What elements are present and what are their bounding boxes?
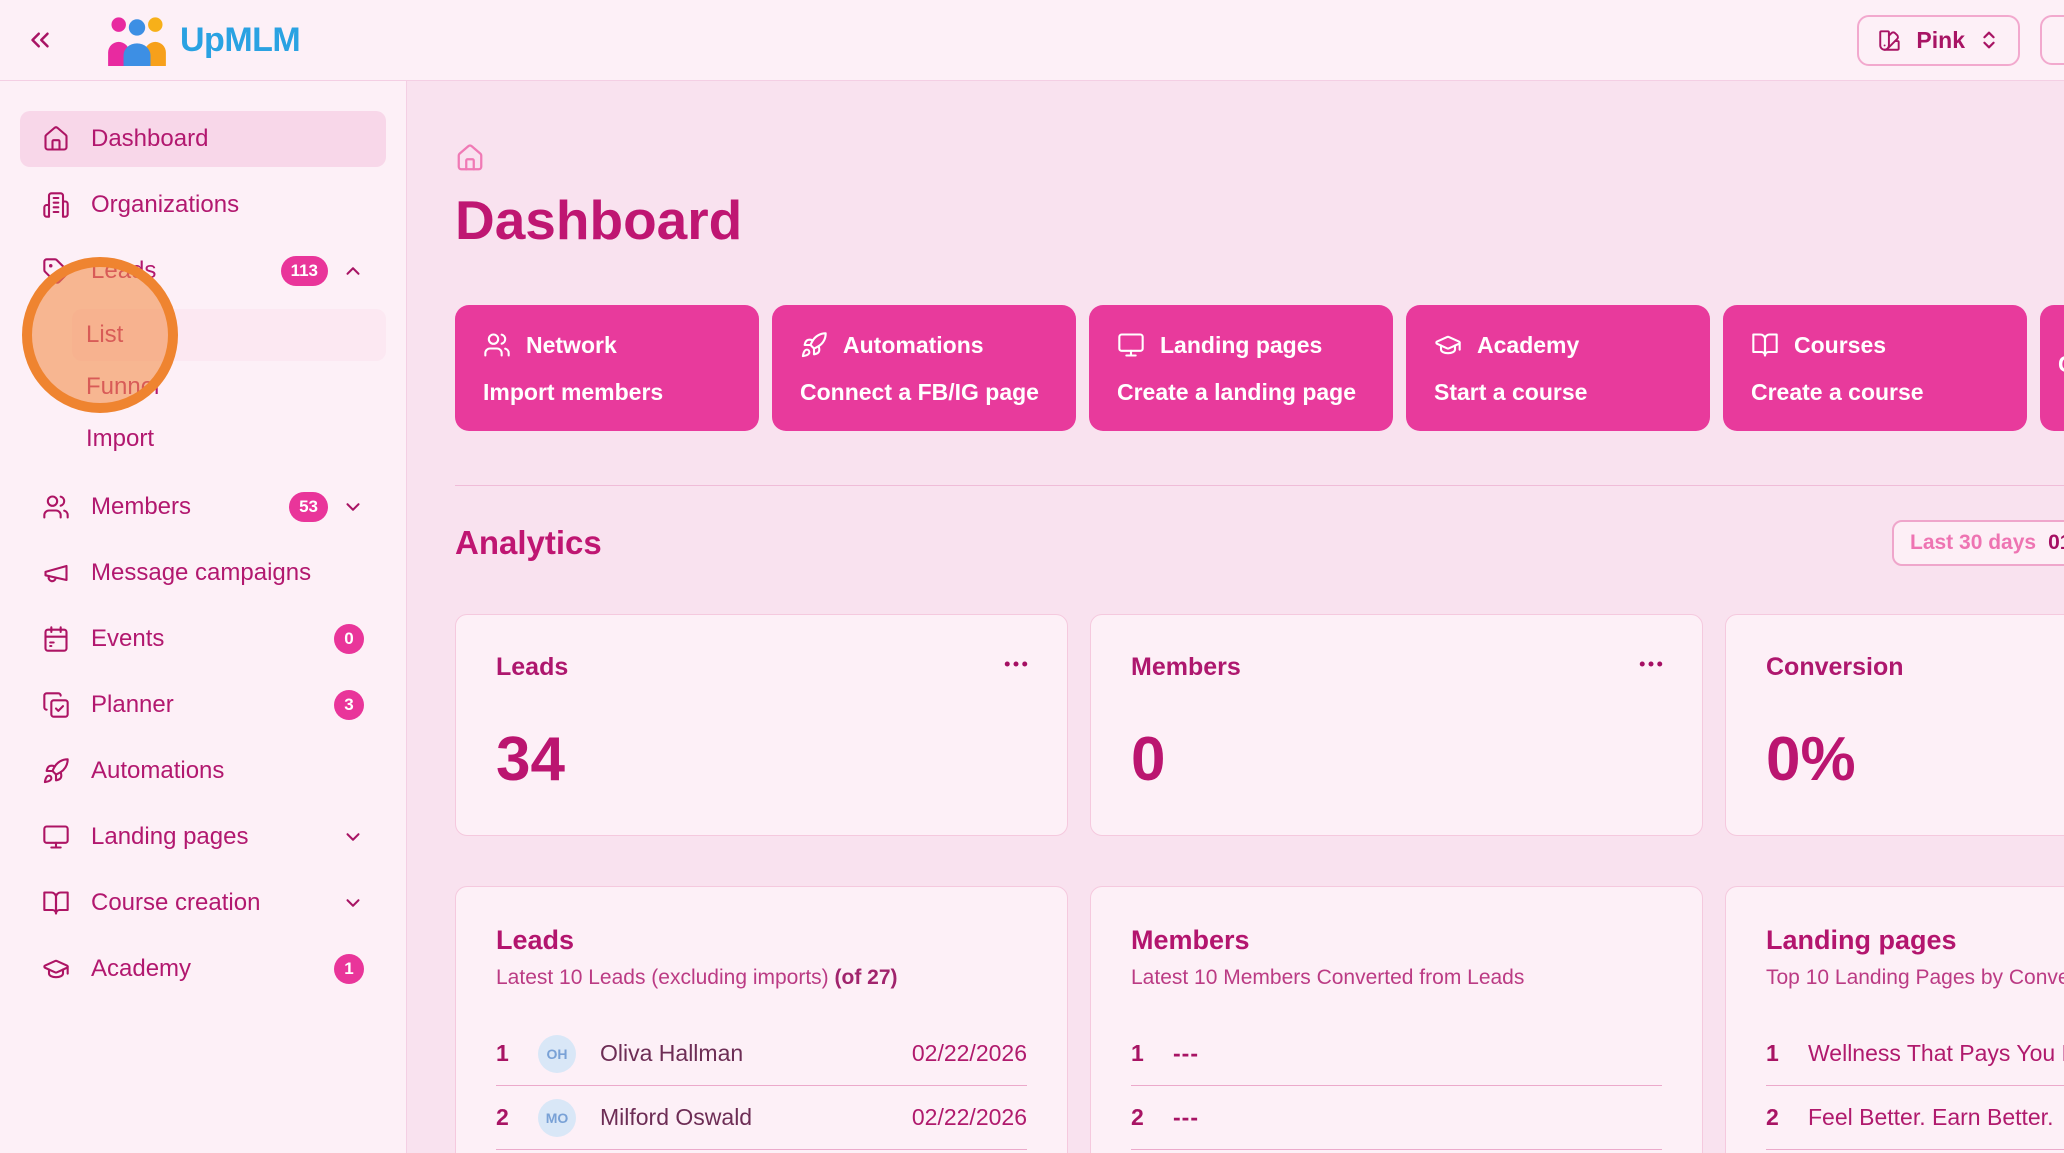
sidebar-item-course-creation[interactable]: Course creation	[20, 875, 386, 931]
calendar-icon	[42, 625, 70, 653]
rocket-icon	[800, 331, 828, 359]
users-icon	[42, 493, 70, 521]
graduation-cap-icon	[1434, 331, 1462, 359]
avatar: OH	[538, 1034, 576, 1073]
chevron-up-icon	[342, 260, 364, 282]
stat-card-members: Members 0	[1090, 614, 1703, 836]
tag-icon	[42, 257, 70, 285]
chevrons-left-icon	[25, 25, 55, 55]
monitor-icon	[1117, 331, 1145, 359]
member-row[interactable]: 2 ---	[1131, 1086, 1662, 1150]
sidebar-subitem-list[interactable]: List	[72, 309, 386, 361]
conversion-stat-value: 0%	[1766, 725, 1856, 794]
sidebar-item-events[interactable]: Events 0	[20, 611, 386, 667]
quick-action-landing-pages[interactable]: Landing pages Create a landing page	[1089, 305, 1393, 431]
upmlm-logo	[108, 17, 166, 66]
breadcrumb-home-icon[interactable]	[455, 143, 485, 173]
sidebar-subitem-funnel[interactable]: Funnel	[86, 373, 160, 400]
chevron-down-icon	[342, 496, 364, 518]
graduation-cap-icon	[42, 955, 70, 983]
leads-list-card: Leads Latest 10 Leads (excluding imports…	[455, 886, 1068, 1153]
date-range-value: 01/2	[2048, 531, 2064, 554]
avatar: MO	[538, 1098, 576, 1137]
members-count-badge: 53	[289, 492, 328, 522]
sidebar-item-message-campaigns[interactable]: Message campaigns	[20, 545, 386, 601]
quick-actions-row: Network Import members Automations Conne…	[455, 305, 2064, 431]
theme-selector-label: Pink	[1916, 26, 1965, 53]
landing-page-row[interactable]: 2 Feel Better. Earn Better.	[1766, 1086, 2064, 1150]
sidebar-item-automations[interactable]: Automations	[20, 743, 386, 799]
analytics-title: Analytics	[455, 524, 602, 561]
quick-action-partial[interactable]: C	[2040, 305, 2064, 431]
home-icon	[42, 125, 70, 153]
section-divider	[455, 485, 2064, 486]
stats-row: Leads 34 Members 0 Conversion 0%	[455, 614, 2064, 836]
lead-row[interactable]: 2 MO Milford Oswald 02/22/2026	[496, 1086, 1027, 1150]
member-row[interactable]: 1 ---	[1131, 1022, 1662, 1086]
quick-action-network[interactable]: Network Import members	[455, 305, 759, 431]
stat-card-conversion: Conversion 0%	[1725, 614, 2064, 836]
sidebar-item-academy[interactable]: Academy 1	[20, 941, 386, 997]
date-range-label: Last 30 days	[1910, 531, 2037, 554]
top-bar: UpMLM Pink	[0, 0, 2064, 81]
sidebar-item-leads[interactable]: Leads 113	[20, 243, 386, 299]
sidebar-subitem-import[interactable]: Import	[86, 425, 155, 452]
quick-action-courses[interactable]: Courses Create a course	[1723, 305, 2027, 431]
chevron-down-icon	[342, 892, 364, 914]
topbar-partial-button[interactable]	[2040, 15, 2064, 65]
up-down-chevrons-icon	[1978, 29, 2000, 51]
sidebar-item-members[interactable]: Members 53	[20, 479, 386, 535]
rocket-icon	[42, 757, 70, 785]
ellipsis-menu-icon[interactable]	[1001, 649, 1031, 679]
lead-row[interactable]: 1 OH Oliva Hallman 02/22/2026	[496, 1022, 1027, 1086]
leads-submenu: List Funnel Import	[20, 309, 386, 465]
date-range-selector[interactable]: Last 30 days 01/2	[1892, 520, 2064, 566]
sidebar-item-organizations[interactable]: Organizations	[20, 177, 386, 233]
users-icon	[483, 331, 511, 359]
sidebar-collapse-button[interactable]	[0, 0, 80, 80]
ellipsis-menu-icon[interactable]	[1636, 649, 1666, 679]
page-title: Dashboard	[455, 189, 743, 251]
landing-page-row[interactable]: 1 Wellness That Pays You Back	[1766, 1022, 2064, 1086]
quick-action-academy[interactable]: Academy Start a course	[1406, 305, 1710, 431]
quick-action-automations[interactable]: Automations Connect a FB/IG page	[772, 305, 1076, 431]
book-icon	[42, 889, 70, 917]
leads-count-badge: 113	[280, 256, 328, 286]
members-stat-value: 0	[1131, 725, 1166, 794]
sidebar-item-dashboard[interactable]: Dashboard	[20, 111, 386, 167]
academy-count-badge: 1	[334, 954, 364, 984]
swatch-icon	[1877, 27, 1903, 53]
events-count-badge: 0	[334, 624, 364, 654]
members-list-card: Members Latest 10 Members Converted from…	[1090, 886, 1703, 1153]
sidebar-item-planner[interactable]: Planner 3	[20, 677, 386, 733]
landing-pages-list-card: Landing pages Top 10 Landing Pages by Co…	[1725, 886, 2064, 1153]
analytics-header: Analytics Last 30 days 01/2	[455, 520, 2064, 568]
stat-card-leads: Leads 34	[455, 614, 1068, 836]
megaphone-icon	[42, 559, 70, 587]
theme-selector[interactable]: Pink	[1857, 14, 2020, 66]
planner-icon	[42, 691, 70, 719]
book-icon	[1751, 331, 1779, 359]
brand-name: UpMLM	[180, 20, 301, 59]
leads-stat-value: 34	[496, 725, 565, 794]
sidebar-item-landing-pages[interactable]: Landing pages	[20, 809, 386, 865]
chevron-down-icon	[342, 826, 364, 848]
planner-count-badge: 3	[334, 690, 364, 720]
monitor-icon	[42, 823, 70, 851]
sidebar: Dashboard Organizations Leads 113 List F…	[0, 81, 407, 1153]
building-icon	[42, 191, 70, 219]
main-content: Dashboard Network Import members Automat…	[408, 81, 2064, 1153]
lists-row: Leads Latest 10 Leads (excluding imports…	[455, 886, 2064, 1153]
